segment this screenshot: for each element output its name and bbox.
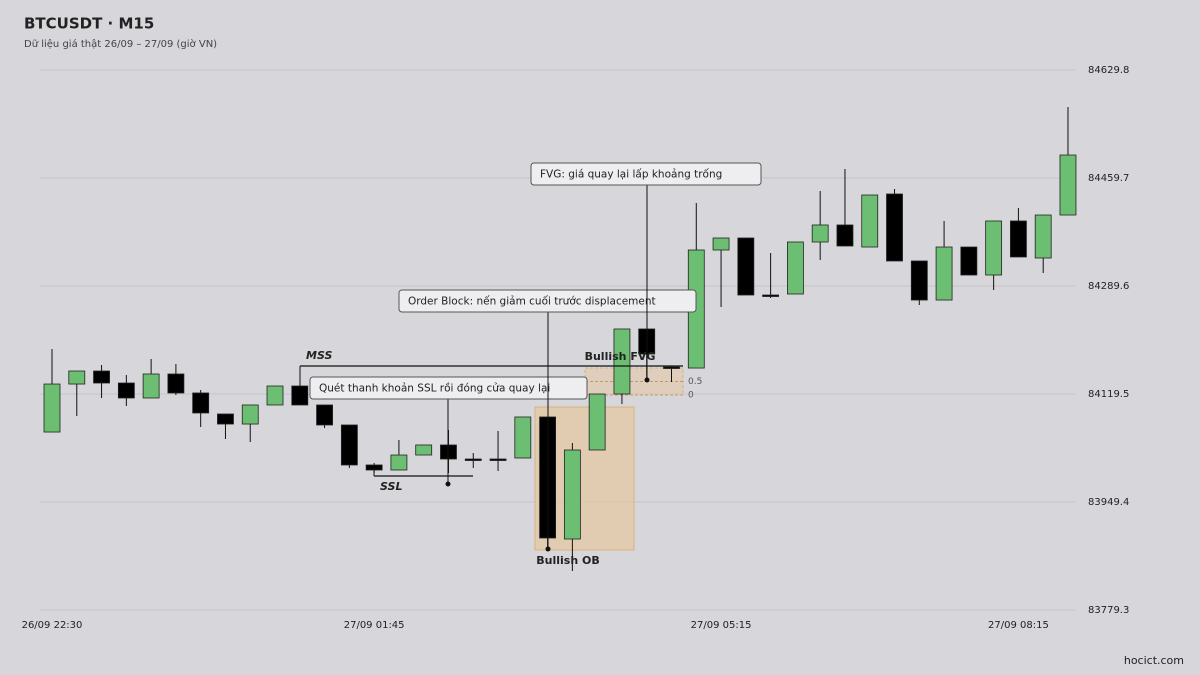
candle-body	[811, 224, 829, 243]
callout-text: Quét thanh khoản SSL rồi đóng cửa quay l…	[319, 383, 550, 395]
chart-subtitle: Dữ liệu giá thật 26/09 – 27/09 (giờ VN)	[24, 38, 217, 50]
candle-body	[415, 444, 433, 456]
candle-body	[167, 373, 185, 394]
candle-body	[117, 382, 135, 399]
candle-body	[861, 194, 879, 248]
candle-body	[464, 458, 482, 461]
candle-body	[489, 458, 507, 461]
candle-body	[787, 241, 804, 295]
candle-body	[266, 385, 284, 406]
candle-body	[291, 385, 309, 406]
candle-body	[316, 404, 333, 426]
x-tick-label: 27/09 08:15	[988, 620, 1049, 631]
x-tick-label: 27/09 01:45	[344, 620, 405, 631]
candle-body	[514, 416, 532, 459]
fib-label: 0	[688, 391, 694, 401]
y-tick-label: 84289.6	[1088, 281, 1129, 292]
zone-label: Bullish FVG	[585, 350, 656, 363]
candle-body	[762, 294, 780, 297]
watermark: hocict.com	[1124, 654, 1184, 667]
candle-body	[886, 193, 903, 262]
candle-body	[712, 237, 730, 251]
candle-body	[1010, 220, 1027, 258]
candle-body	[43, 383, 61, 433]
callout-box	[398, 289, 697, 313]
candle-body	[241, 404, 259, 425]
callout-box	[309, 376, 588, 400]
candle-body	[588, 393, 606, 451]
candle-body	[390, 454, 408, 471]
candle-body	[563, 449, 581, 540]
candle-body	[985, 220, 1003, 276]
candle-body	[663, 366, 680, 369]
zone	[584, 367, 684, 396]
callout-text: FVG: giá quay lại lấp khoảng trống	[540, 169, 722, 181]
candle-body	[836, 224, 854, 247]
candle-body	[340, 424, 358, 466]
x-tick-label: 26/09 22:30	[22, 620, 83, 631]
candle-body	[1034, 214, 1052, 259]
candle-body	[93, 370, 110, 384]
level-label: MSS	[306, 349, 332, 362]
callout-dot	[445, 481, 451, 487]
candle-body	[613, 328, 631, 395]
candle-body	[192, 392, 210, 414]
y-tick-label: 84629.8	[1088, 65, 1129, 76]
candle-body	[960, 246, 978, 276]
level-label: SSL	[380, 480, 402, 493]
candle-body	[142, 373, 160, 399]
candle-body	[935, 246, 953, 301]
callout-box	[530, 162, 762, 186]
callout-dot	[644, 377, 650, 383]
y-tick-label: 84459.7	[1088, 173, 1129, 184]
y-tick-label: 83949.4	[1088, 497, 1129, 508]
candle-body	[1059, 154, 1077, 216]
y-tick-label: 83779.3	[1088, 605, 1129, 616]
chart-title: BTCUSDT · M15	[24, 15, 154, 33]
candle-body	[737, 237, 755, 296]
callout-dot	[545, 546, 551, 552]
fib-label: 0.5	[688, 377, 702, 387]
candle-body	[68, 370, 86, 385]
candle-body	[910, 260, 928, 301]
candle-body	[217, 413, 234, 425]
callout-text: Order Block: nến giảm cuối trước displac…	[408, 296, 656, 308]
y-tick-label: 84119.5	[1088, 389, 1129, 400]
zone-label: Bullish OB	[536, 554, 599, 567]
x-tick-label: 27/09 05:15	[691, 620, 752, 631]
